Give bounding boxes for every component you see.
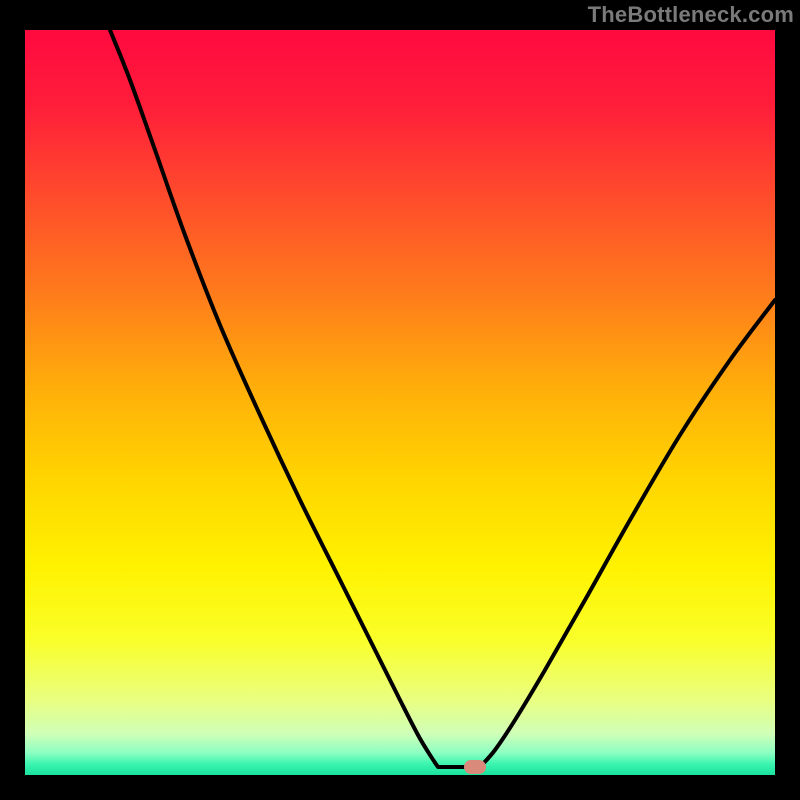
bottleneck-chart: [0, 0, 800, 800]
plot-background: [25, 30, 775, 775]
chart-container: TheBottleneck.com: [0, 0, 800, 800]
watermark-text: TheBottleneck.com: [588, 2, 794, 28]
optimal-point-marker: [464, 760, 486, 774]
